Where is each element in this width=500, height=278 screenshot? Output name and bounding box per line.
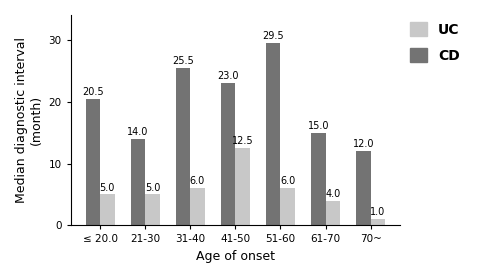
- Bar: [221, 83, 236, 225]
- Text: 20.5: 20.5: [82, 87, 104, 97]
- Text: 4.0: 4.0: [325, 189, 340, 199]
- Bar: [370, 219, 385, 225]
- Bar: [236, 148, 250, 225]
- Bar: [280, 188, 295, 225]
- Text: 5.0: 5.0: [100, 183, 115, 193]
- Text: 12.0: 12.0: [352, 139, 374, 149]
- Text: 29.5: 29.5: [262, 31, 284, 41]
- Text: 1.0: 1.0: [370, 207, 386, 217]
- Bar: [266, 43, 280, 225]
- Text: 25.5: 25.5: [172, 56, 194, 66]
- Y-axis label: Median diagnostic interval
(month): Median diagnostic interval (month): [15, 37, 43, 203]
- Text: 6.0: 6.0: [190, 177, 205, 187]
- Bar: [131, 139, 145, 225]
- Text: 14.0: 14.0: [128, 127, 148, 137]
- Bar: [326, 201, 340, 225]
- Bar: [176, 68, 190, 225]
- Bar: [100, 195, 114, 225]
- Bar: [86, 98, 100, 225]
- Text: 12.5: 12.5: [232, 136, 254, 146]
- Text: 15.0: 15.0: [308, 121, 329, 131]
- Legend: UC, CD: UC, CD: [410, 22, 460, 63]
- Text: 5.0: 5.0: [144, 183, 160, 193]
- Text: 23.0: 23.0: [218, 71, 239, 81]
- Bar: [356, 151, 370, 225]
- Text: 6.0: 6.0: [280, 177, 295, 187]
- X-axis label: Age of onset: Age of onset: [196, 250, 275, 263]
- Bar: [311, 133, 326, 225]
- Bar: [190, 188, 204, 225]
- Bar: [145, 195, 160, 225]
